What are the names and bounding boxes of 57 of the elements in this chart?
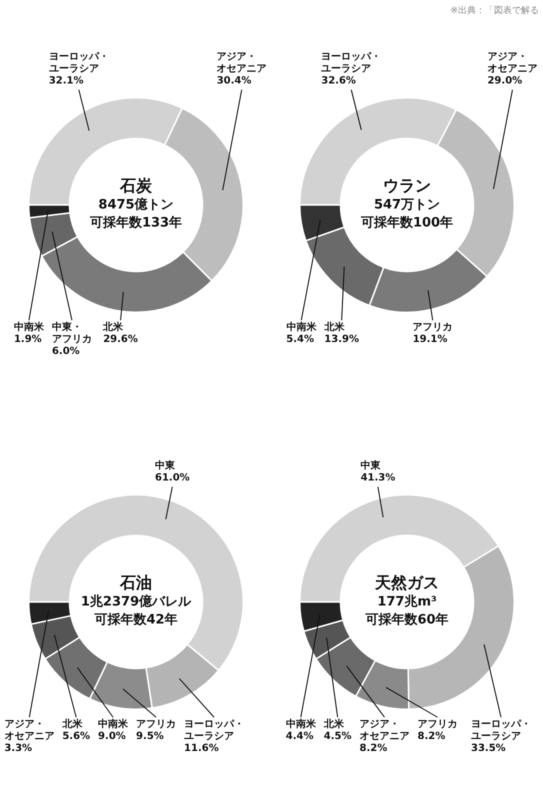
- text: 可採年数60年: [364, 612, 449, 628]
- data-label: 6.0%: [52, 346, 80, 357]
- data-label: 5.6%: [62, 730, 90, 742]
- slice-label: 北米: [323, 320, 346, 333]
- text: 8475億トン: [98, 196, 174, 212]
- data-label: 3.3%: [4, 742, 32, 754]
- slice-label: ヨーロッパ・ユーラシア: [184, 718, 244, 742]
- data-label: 9.5%: [136, 730, 164, 742]
- text: ウラン: [383, 176, 431, 196]
- data-label: 33.5%: [471, 742, 506, 754]
- slice-label: アジア・オセアニア: [4, 718, 54, 742]
- slice-label: 中南米: [286, 320, 318, 333]
- slice-label: アフリカ: [412, 322, 453, 333]
- slice-label: ヨーロッパ・ユーラシア: [48, 51, 109, 74]
- data-label: 30.4%: [216, 75, 252, 86]
- slice-label: アジア・オセアニア: [216, 51, 267, 74]
- slice-label: 北米: [322, 718, 345, 730]
- data-label: 29.0%: [487, 75, 522, 86]
- text: 1兆2379億バレル: [80, 593, 192, 610]
- text: 石炭: [119, 176, 153, 196]
- data-label: 41.3%: [360, 472, 396, 484]
- data-label: 8.2%: [418, 730, 446, 742]
- data-label: 9.0%: [98, 730, 126, 742]
- data-label: 1.9%: [14, 334, 42, 345]
- data-label: 4.5%: [324, 730, 352, 742]
- data-label: 8.2%: [360, 742, 388, 754]
- text: 177兆m³: [377, 594, 437, 610]
- slice-label: アジア・オセアニア: [360, 718, 410, 742]
- slice-label: ヨーロッパ・ユーラシア: [471, 718, 532, 742]
- data-label: 61.0%: [154, 472, 190, 484]
- text: 547万トン: [374, 197, 440, 212]
- slice-label: アフリカ: [418, 718, 458, 730]
- text: ※出典：「図表で解る: [450, 4, 539, 17]
- slice-label: アジア・オセアニア: [487, 51, 538, 74]
- data-label: 19.1%: [412, 334, 448, 345]
- data-label: 32.6%: [321, 75, 356, 86]
- slice-label: 中南米: [286, 718, 317, 730]
- text: 可採年数100年: [360, 215, 454, 230]
- slice-label: 北米: [61, 718, 84, 730]
- slice-label: 中東: [154, 459, 176, 472]
- slice-label: 中南米: [14, 320, 45, 333]
- slice-label: 北米: [102, 320, 124, 333]
- slice-label: 中東: [360, 459, 382, 472]
- text: 可採年数133年: [88, 215, 182, 230]
- slice-label: 中南米: [98, 718, 130, 730]
- data-label: 11.6%: [184, 742, 219, 754]
- data-label: 4.4%: [286, 730, 314, 742]
- text: 石油: [119, 573, 152, 592]
- text: 可採年数42年: [93, 612, 178, 628]
- data-label: 29.6%: [103, 334, 138, 345]
- slice-label: アフリカ: [136, 718, 176, 730]
- data-label: 5.4%: [286, 334, 314, 345]
- data-label: 13.9%: [324, 334, 359, 345]
- text: 天然ガス: [374, 573, 439, 592]
- slice-label: 中東・アフリカ: [52, 320, 92, 345]
- data-label: 32.1%: [48, 75, 84, 86]
- slice-label: ヨーロッパ・ユーラシア: [321, 51, 382, 74]
